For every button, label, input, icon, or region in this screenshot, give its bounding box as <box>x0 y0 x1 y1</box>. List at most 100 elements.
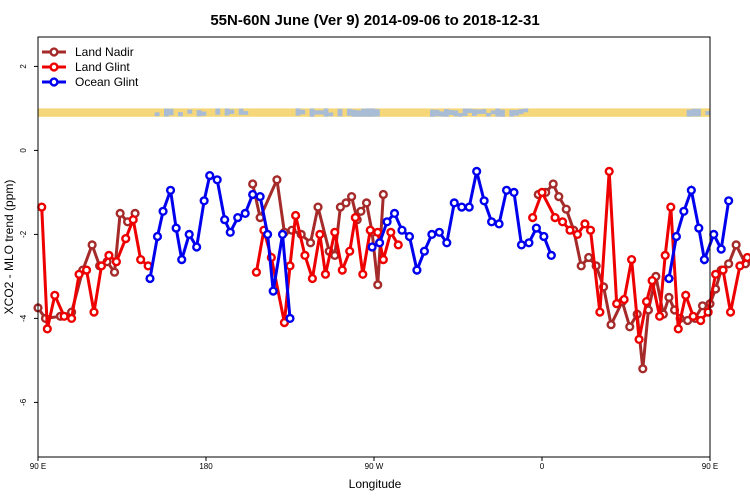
chart-title: 55N-60N June (Ver 9) 2014-09-06 to 2018-… <box>210 12 539 29</box>
data-point <box>537 187 547 198</box>
data-point <box>531 223 542 233</box>
data-point <box>686 185 696 195</box>
data-point <box>735 261 745 271</box>
data-point <box>378 255 388 265</box>
data-point <box>671 231 682 242</box>
data-point <box>634 334 644 345</box>
data-point <box>375 238 385 248</box>
data-point <box>315 229 325 240</box>
data-point <box>212 175 222 185</box>
data-point <box>389 208 400 219</box>
data-point <box>641 297 652 307</box>
series-land-glint <box>37 166 750 345</box>
data-point <box>546 250 556 261</box>
data-point <box>742 252 750 263</box>
y-tick-label: -4 <box>19 314 28 322</box>
strip-ocean <box>295 108 301 116</box>
strip-ocean <box>309 108 315 117</box>
land-ocean-strip <box>38 108 711 117</box>
legend-item: Land Nadir <box>42 45 134 59</box>
data-point <box>565 225 575 235</box>
data-point <box>320 269 331 279</box>
data-point <box>115 208 125 219</box>
data-point <box>664 292 674 303</box>
data-point <box>626 255 637 265</box>
data-point <box>619 294 629 305</box>
strip-ocean <box>476 109 482 115</box>
data-point <box>412 265 422 275</box>
data-point <box>285 261 295 271</box>
data-point <box>501 185 512 195</box>
strip-ocean <box>238 108 244 115</box>
strip-ocean <box>243 111 249 115</box>
data-point <box>585 225 596 235</box>
y-tick-label: 2 <box>19 64 28 69</box>
strip-ocean <box>229 109 235 114</box>
data-point <box>378 189 388 200</box>
data-point <box>427 229 437 240</box>
data-point <box>666 202 676 212</box>
data-point <box>171 223 181 233</box>
strip-ocean <box>458 112 463 117</box>
data-point <box>361 198 372 208</box>
strip-ocean <box>337 108 343 117</box>
data-point <box>604 166 614 177</box>
data-point <box>688 311 698 321</box>
data-point <box>419 246 430 256</box>
strip-ocean <box>705 111 711 115</box>
data-point <box>580 219 590 229</box>
data-point <box>373 280 383 290</box>
data-point <box>104 250 114 261</box>
data-point <box>96 261 107 271</box>
x-axis: 90 E 180 90 W 0 90 E <box>30 457 718 471</box>
strip-ocean <box>360 108 366 117</box>
data-point <box>660 250 670 261</box>
data-point <box>479 196 489 206</box>
legend-swatch-marker <box>49 77 59 87</box>
data-point <box>673 324 683 334</box>
data-point <box>356 206 366 216</box>
y-tick-label: -6 <box>19 398 28 406</box>
data-point <box>550 213 560 223</box>
strip-ocean <box>196 110 202 117</box>
strip-ocean <box>374 109 380 117</box>
data-point <box>528 213 538 223</box>
y-axis: 2 0 -2 -4 -6 <box>19 64 38 406</box>
strip-ocean <box>481 109 487 114</box>
strip-ocean <box>187 109 193 114</box>
data-point <box>524 238 534 248</box>
data-point <box>382 217 392 227</box>
data-point <box>111 257 122 267</box>
data-point <box>724 196 734 206</box>
data-point <box>697 301 708 311</box>
data-point <box>109 267 120 277</box>
data-point <box>699 255 710 265</box>
series-line <box>371 171 553 276</box>
data-point <box>205 171 215 181</box>
series-ocean-glint <box>145 166 734 324</box>
data-point <box>255 192 265 202</box>
data-point <box>42 324 52 334</box>
data-point <box>337 265 347 275</box>
data-point <box>300 250 310 261</box>
data-point <box>576 261 586 271</box>
strip-ocean <box>467 108 473 113</box>
data-point <box>37 202 47 212</box>
data-point <box>457 202 467 212</box>
x-tick-label: 0 <box>540 462 545 471</box>
data-point <box>696 315 706 326</box>
data-point <box>268 286 278 296</box>
strip-ocean <box>523 108 529 113</box>
data-point <box>654 311 665 321</box>
strip-ocean <box>178 112 183 117</box>
strip-ocean <box>168 108 174 116</box>
strip-ocean <box>356 110 362 117</box>
data-point <box>128 215 138 225</box>
strip-ocean <box>518 109 524 115</box>
x-tick-label: 180 <box>199 462 213 471</box>
data-point <box>152 231 163 242</box>
strip-ocean <box>453 110 459 117</box>
strip-ocean <box>164 108 169 117</box>
data-point <box>330 227 340 237</box>
strip-ocean <box>509 110 515 117</box>
